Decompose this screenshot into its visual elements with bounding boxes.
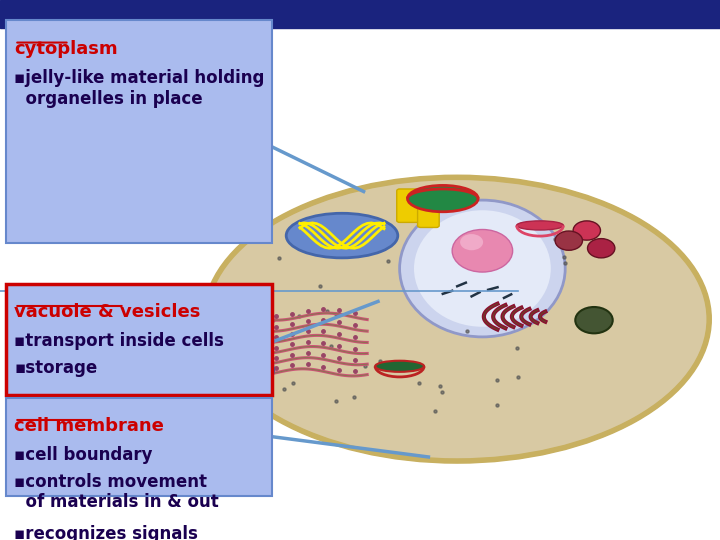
FancyBboxPatch shape [418, 191, 439, 227]
Text: ▪controls movement
  of materials in & out: ▪controls movement of materials in & out [14, 472, 219, 511]
Text: vacuole & vesicles: vacuole & vesicles [14, 303, 201, 321]
Text: cell membrane: cell membrane [14, 417, 164, 435]
Text: ▪storage: ▪storage [14, 359, 98, 377]
Circle shape [555, 231, 582, 250]
Ellipse shape [137, 343, 274, 396]
FancyBboxPatch shape [6, 284, 272, 395]
Ellipse shape [287, 213, 397, 258]
Ellipse shape [205, 177, 709, 461]
FancyBboxPatch shape [6, 397, 272, 496]
Ellipse shape [400, 200, 565, 337]
Text: ▪transport inside cells: ▪transport inside cells [14, 332, 224, 350]
FancyBboxPatch shape [397, 189, 420, 222]
Circle shape [460, 234, 483, 250]
Circle shape [573, 221, 600, 240]
Bar [0, 0, 720, 28]
Text: cytoplasm: cytoplasm [14, 39, 118, 58]
FancyBboxPatch shape [6, 21, 272, 243]
Circle shape [575, 307, 613, 333]
Ellipse shape [414, 210, 551, 327]
Text: ▪recognizes signals: ▪recognizes signals [14, 525, 198, 540]
Ellipse shape [375, 361, 424, 372]
Circle shape [588, 239, 615, 258]
Ellipse shape [408, 185, 478, 212]
Circle shape [452, 230, 513, 272]
Text: ▪jelly-like material holding
  organelles in place: ▪jelly-like material holding organelles … [14, 69, 265, 107]
Text: ▪cell boundary: ▪cell boundary [14, 447, 153, 464]
Ellipse shape [517, 221, 563, 230]
